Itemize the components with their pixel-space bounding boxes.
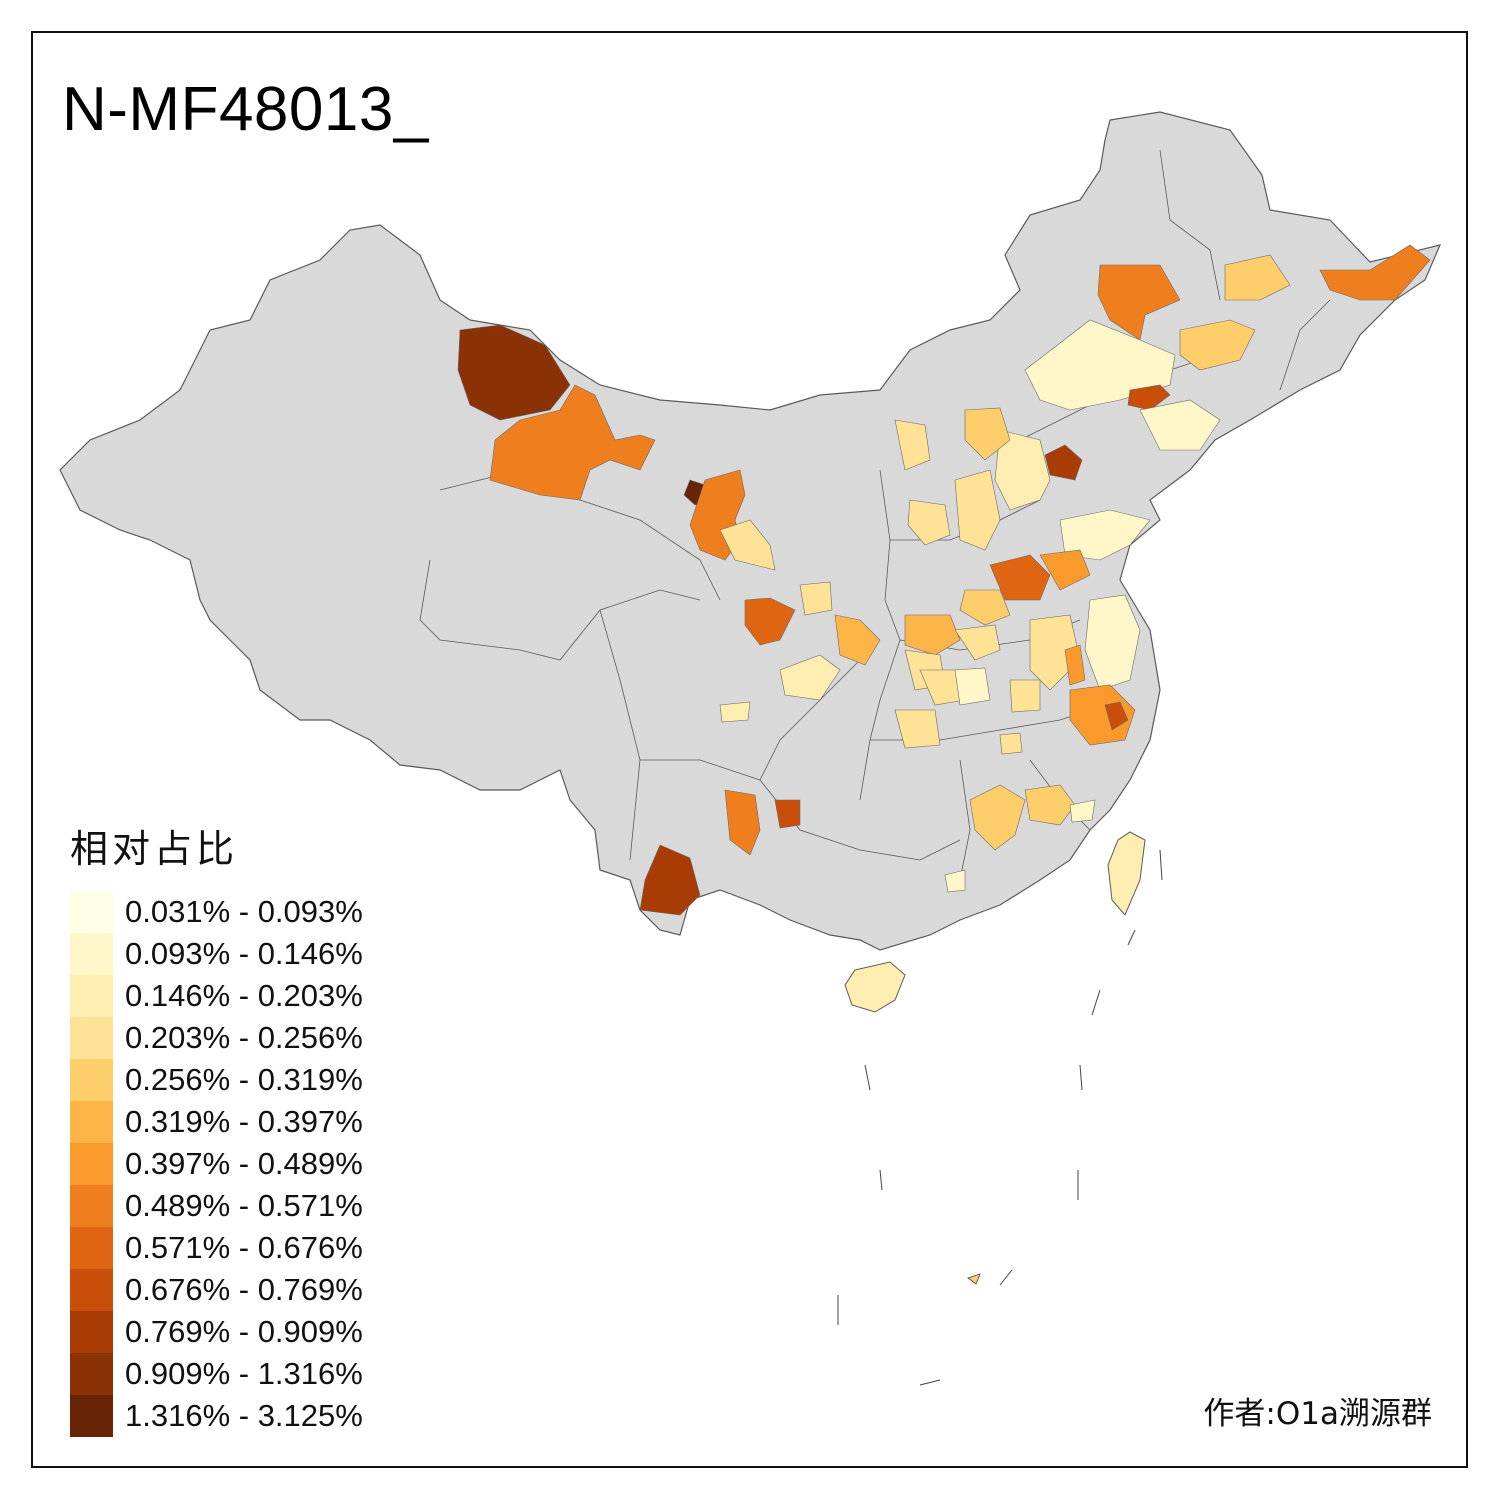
legend-swatch — [70, 1269, 113, 1311]
region-hubei — [954, 624, 1001, 661]
legend-row: 0.571% - 0.676% — [70, 1227, 363, 1269]
legend-row: 0.256% - 0.319% — [70, 1059, 363, 1101]
legend-row: 1.316% - 3.125% — [70, 1395, 363, 1437]
region-gansu-east — [719, 519, 776, 571]
region-hunan-b — [894, 709, 941, 749]
region-sichuan-a — [799, 581, 833, 616]
region-beijing — [1044, 444, 1083, 481]
region-sichuan-b — [834, 614, 881, 666]
hainan-island — [844, 961, 906, 1013]
region-heilongjiang-b — [1224, 254, 1291, 301]
region-anhui-south — [1009, 679, 1041, 713]
legend-label: 0.489% - 0.571% — [125, 1188, 363, 1223]
region-shanxi-north — [964, 407, 1011, 461]
legend-title: 相对占比 — [70, 827, 239, 871]
legend-label: 0.571% - 0.676% — [125, 1230, 363, 1265]
region-sichuan-c — [779, 654, 841, 701]
legend: 相对占比 0.031% - 0.093% 0.093% - 0.146% 0.1… — [70, 818, 363, 1437]
region-jiangxi-a — [999, 732, 1023, 755]
region-heilongjiang-c — [1319, 244, 1431, 301]
legend-label: 0.146% - 0.203% — [125, 978, 363, 1013]
legend-row: 0.319% - 0.397% — [70, 1101, 363, 1143]
region-yunnan-b — [774, 799, 801, 829]
legend-swatch — [70, 1059, 113, 1101]
region-qinghai-east — [744, 597, 796, 646]
region-heilongjiang-a — [1097, 264, 1181, 341]
region-hebei — [994, 429, 1051, 511]
region-henan-east — [1039, 549, 1091, 591]
south-sea-islands — [837, 849, 1163, 1386]
map-frame — [31, 31, 1468, 1468]
legend-swatch — [70, 1395, 113, 1437]
legend-rows: 0.031% - 0.093% 0.093% - 0.146% 0.146% -… — [70, 891, 363, 1437]
legend-row: 0.093% - 0.146% — [70, 933, 363, 975]
region-liaoning — [1139, 399, 1221, 451]
region-sichuan-d — [719, 701, 751, 723]
legend-swatch — [70, 1353, 113, 1395]
legend-row: 0.203% - 0.256% — [70, 1017, 363, 1059]
map-title: N-MF48013_ — [62, 75, 429, 144]
region-fujian — [1024, 784, 1076, 826]
legend-swatch — [70, 1227, 113, 1269]
legend-swatch — [70, 1311, 113, 1353]
legend-label: 0.769% - 0.909% — [125, 1314, 363, 1349]
region-hubei-west — [904, 614, 961, 656]
legend-label: 0.319% - 0.397% — [125, 1104, 363, 1139]
region-jilin — [1179, 319, 1256, 371]
legend-label: 0.093% - 0.146% — [125, 936, 363, 971]
region-shanxi — [954, 469, 1001, 551]
legend-row: 0.909% - 1.316% — [70, 1353, 363, 1395]
region-zhejiang — [1069, 684, 1136, 746]
region-henan — [959, 589, 1011, 626]
legend-label: 1.316% - 3.125% — [125, 1398, 363, 1433]
south-sea-reef — [967, 1273, 981, 1285]
region-henan-north — [989, 554, 1051, 601]
legend-label: 0.397% - 0.489% — [125, 1146, 363, 1181]
region-xinjiang-central — [489, 384, 656, 501]
legend-swatch — [70, 975, 113, 1017]
legend-swatch — [70, 933, 113, 975]
region-jiangsu — [1084, 594, 1141, 691]
region-fujian-coast — [1069, 799, 1096, 823]
region-innermongolia-mid — [894, 419, 931, 471]
legend-row: 0.489% - 0.571% — [70, 1185, 363, 1227]
legend-row: 0.676% - 0.769% — [70, 1269, 363, 1311]
author-credit: 作者:O1a溯源群 — [1203, 1396, 1432, 1432]
region-hubei-east — [954, 667, 991, 706]
legend-row: 0.146% - 0.203% — [70, 975, 363, 1017]
region-chifeng — [1127, 384, 1171, 411]
legend-row: 0.031% - 0.093% — [70, 891, 363, 933]
legend-swatch — [70, 891, 113, 933]
region-yunnan-south — [639, 844, 701, 916]
legend-swatch — [70, 1017, 113, 1059]
legend-label: 0.256% - 0.319% — [125, 1062, 363, 1097]
legend-label: 0.909% - 1.316% — [125, 1356, 363, 1391]
region-anhui-b — [1064, 644, 1086, 686]
region-yunnan-a — [724, 789, 761, 856]
legend-swatch — [70, 1101, 113, 1143]
legend-swatch — [70, 1143, 113, 1185]
legend-swatch — [70, 1185, 113, 1227]
taiwan-island — [1107, 831, 1146, 916]
region-anhui — [1029, 614, 1081, 691]
legend-label: 0.676% - 0.769% — [125, 1272, 363, 1307]
legend-row: 0.397% - 0.489% — [70, 1143, 363, 1185]
region-xinjiang-north — [457, 324, 571, 421]
legend-row: 0.769% - 0.909% — [70, 1311, 363, 1353]
region-innermongolia-east — [1024, 319, 1176, 411]
region-hangzhou — [1104, 701, 1129, 731]
region-shaanxi — [907, 499, 951, 546]
legend-label: 0.031% - 0.093% — [125, 894, 363, 929]
region-guangdong — [944, 869, 966, 893]
data-regions — [457, 244, 1431, 916]
region-jiangxi — [969, 784, 1026, 851]
legend-label: 0.203% - 0.256% — [125, 1020, 363, 1055]
